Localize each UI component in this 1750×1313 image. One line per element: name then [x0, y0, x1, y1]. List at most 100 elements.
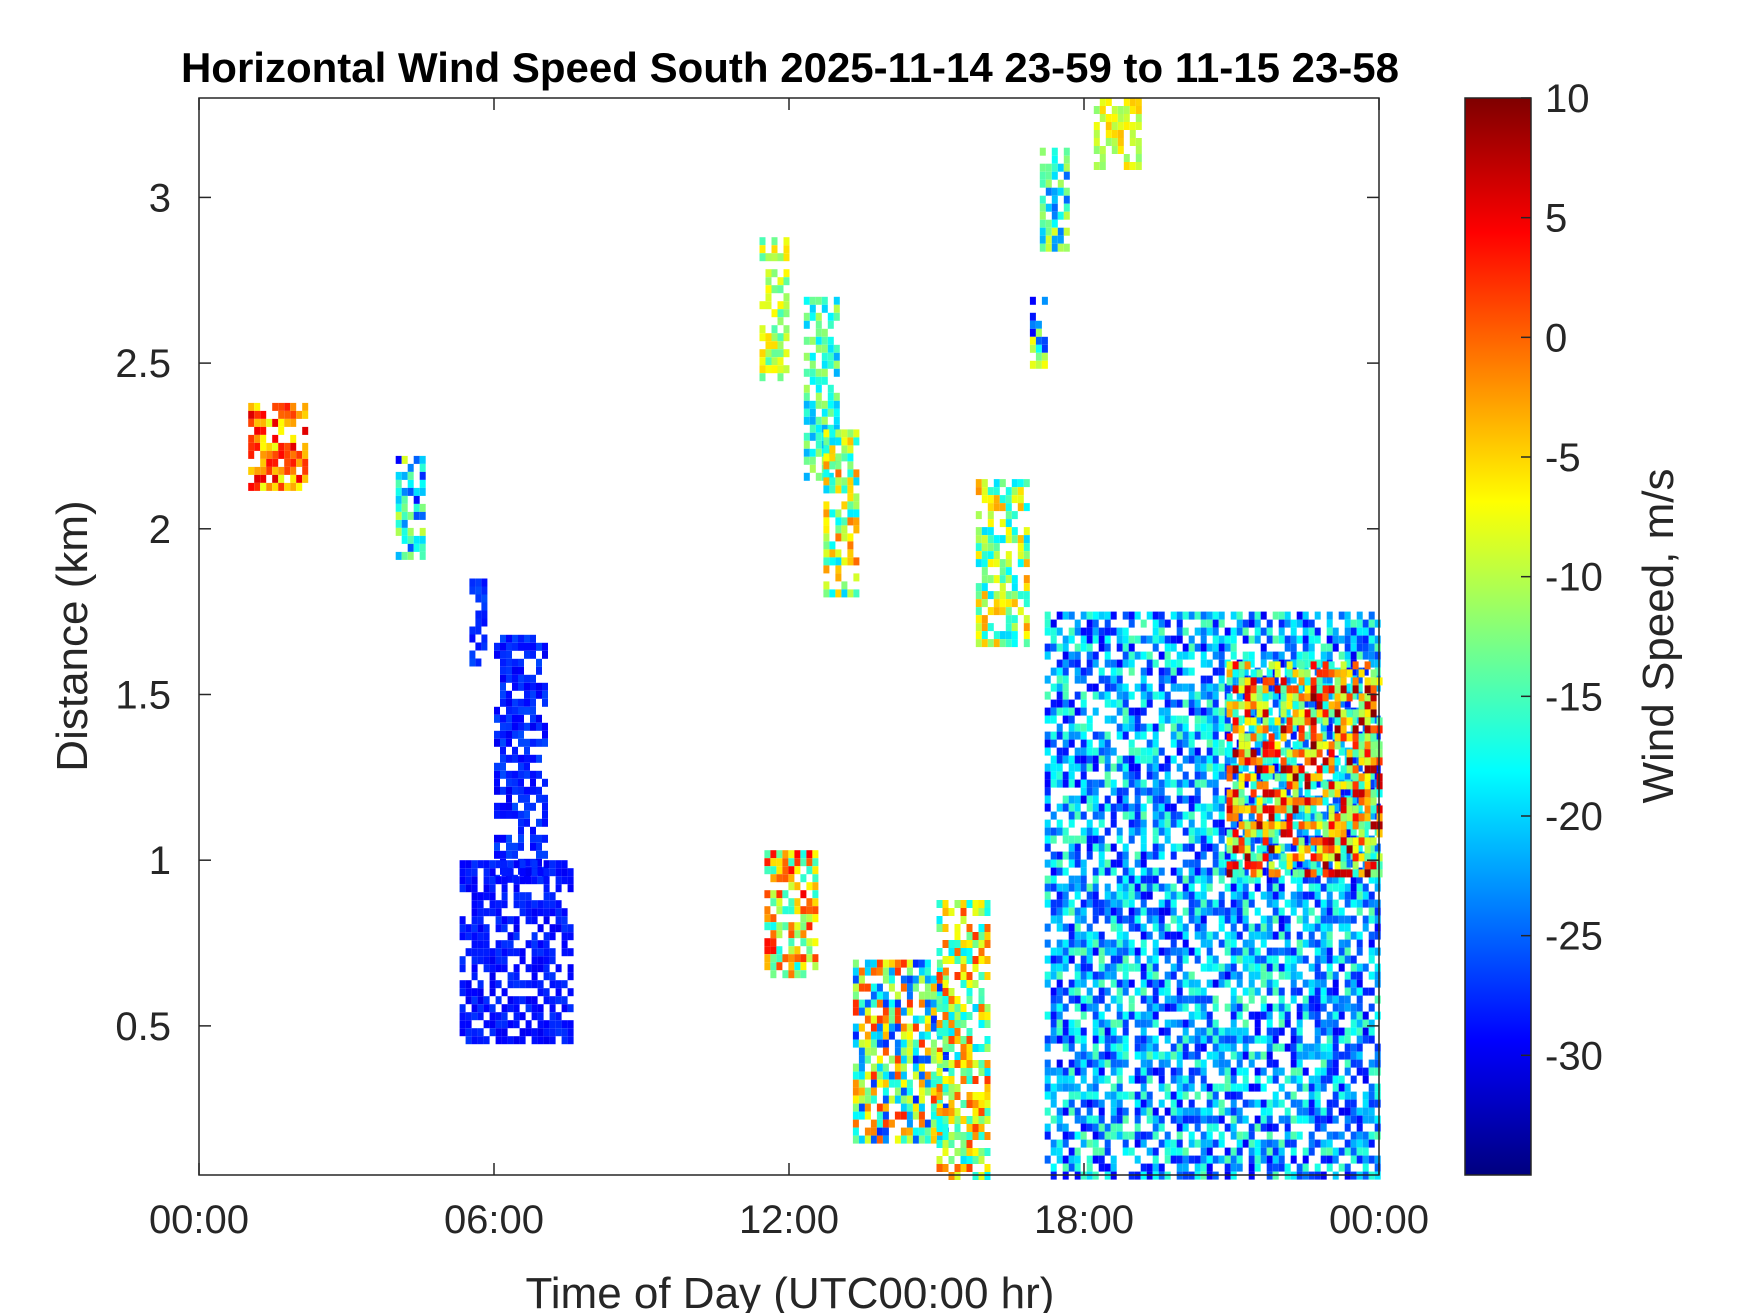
heatmap-cell [1368, 1059, 1375, 1068]
heatmap-cell [1302, 1043, 1309, 1052]
heatmap-cell [524, 754, 530, 763]
heatmap-cell [413, 543, 420, 552]
heatmap-cell [1272, 1059, 1279, 1068]
heatmap-cell [525, 916, 532, 925]
heatmap-cell [537, 980, 544, 989]
heatmap-cell [942, 908, 949, 916]
heatmap-cell [1128, 835, 1135, 844]
heatmap-cell [1206, 627, 1213, 636]
heatmap-cell [870, 1095, 877, 1104]
heatmap-cell [759, 365, 766, 374]
heatmap-cell [1110, 1155, 1117, 1164]
heatmap-cell [1080, 1059, 1087, 1068]
heatmap-cell [1056, 891, 1063, 900]
heatmap-cell [1140, 691, 1147, 700]
heatmap-cell [870, 1063, 877, 1072]
heatmap-cell [1334, 741, 1341, 750]
heatmap-cell [1023, 535, 1030, 544]
heatmap-cell [1326, 675, 1333, 684]
heatmap-cell [1164, 1139, 1171, 1148]
heatmap-cell [1158, 883, 1165, 892]
heatmap-cell [1063, 203, 1070, 212]
heatmap-cell [1218, 667, 1225, 676]
heatmap-cell [1368, 947, 1375, 956]
heatmap-cell [852, 1103, 859, 1112]
heatmap-cell [1023, 631, 1030, 640]
heatmap-cell [1158, 803, 1165, 812]
heatmap-cell [1158, 867, 1165, 876]
heatmap-cell [1170, 907, 1177, 916]
heatmap-cell [1158, 611, 1165, 620]
heatmap-cell [1296, 1115, 1303, 1124]
heatmap-cell [1116, 899, 1123, 908]
heatmap-cell [1128, 995, 1135, 1004]
heatmap-cell [759, 333, 766, 342]
heatmap-cell [821, 416, 828, 425]
heatmap-cell [770, 866, 777, 875]
heatmap-cell [1278, 1155, 1285, 1164]
heatmap-cell [1044, 1059, 1051, 1068]
heatmap-cell [1212, 803, 1219, 812]
heatmap-cell [858, 1103, 865, 1112]
heatmap-cell [906, 1055, 913, 1064]
heatmap-cell [1200, 635, 1207, 644]
heatmap-cell [1074, 995, 1081, 1004]
heatmap-cell [518, 666, 524, 675]
heatmap-cell [395, 495, 402, 504]
heatmap-cell [1218, 907, 1225, 916]
heatmap-cell [984, 1036, 991, 1044]
heatmap-cell [954, 940, 961, 948]
heatmap-cell [812, 898, 819, 907]
heatmap-cell [809, 416, 816, 425]
heatmap-cell [972, 1156, 979, 1164]
heatmap-cell [1152, 939, 1159, 948]
heatmap-cell [1122, 843, 1129, 852]
heatmap-cell [1056, 1083, 1063, 1092]
heatmap-cell [1044, 1043, 1051, 1052]
heatmap-cell [1122, 731, 1129, 740]
heatmap-cell [1314, 987, 1321, 996]
heatmap-cell [489, 860, 496, 869]
heatmap-cell [1068, 611, 1075, 620]
heatmap-cell [1256, 725, 1263, 734]
heatmap-cell [876, 1039, 883, 1048]
heatmap-cell [1260, 1139, 1267, 1148]
heatmap-cell [1062, 803, 1069, 812]
heatmap-cell [1224, 883, 1231, 892]
heatmap-cell [1284, 643, 1291, 652]
heatmap-cell [1310, 861, 1317, 870]
heatmap-cell [1164, 947, 1171, 956]
heatmap-cell [419, 455, 426, 464]
heatmap-cell [518, 810, 524, 819]
heatmap-cell [1146, 667, 1153, 676]
heatmap-cell [1086, 1059, 1093, 1068]
heatmap-cell [561, 1028, 568, 1037]
heatmap-cell [1134, 947, 1141, 956]
heatmap-cell [1068, 899, 1075, 908]
heatmap-cell [1338, 891, 1345, 900]
heatmap-cell [1098, 939, 1105, 948]
heatmap-cell [1105, 130, 1112, 138]
heatmap-cell [1298, 765, 1305, 774]
heatmap-cell [1224, 1059, 1231, 1068]
heatmap-cell [966, 1068, 973, 1076]
heatmap-cell [981, 567, 988, 576]
heatmap-cell [537, 1020, 544, 1029]
heatmap-cell [525, 868, 532, 877]
heatmap-cell [1344, 931, 1351, 940]
heatmap-cell [1128, 771, 1135, 780]
heatmap-cell [1110, 1099, 1117, 1108]
heatmap-cell [1068, 979, 1075, 988]
heatmap-cell [764, 866, 771, 875]
heatmap-cell [948, 1092, 955, 1100]
heatmap-cell [1017, 535, 1024, 544]
heatmap-cell [1122, 963, 1129, 972]
heatmap-cell [1152, 947, 1159, 956]
heatmap-cell [888, 959, 895, 968]
heatmap-cell [1164, 699, 1171, 708]
heatmap-cell [500, 738, 506, 747]
heatmap-cell [1304, 757, 1311, 766]
heatmap-cell [537, 1036, 544, 1045]
heatmap-cell [1244, 717, 1251, 726]
heatmap-cell [1068, 939, 1075, 948]
